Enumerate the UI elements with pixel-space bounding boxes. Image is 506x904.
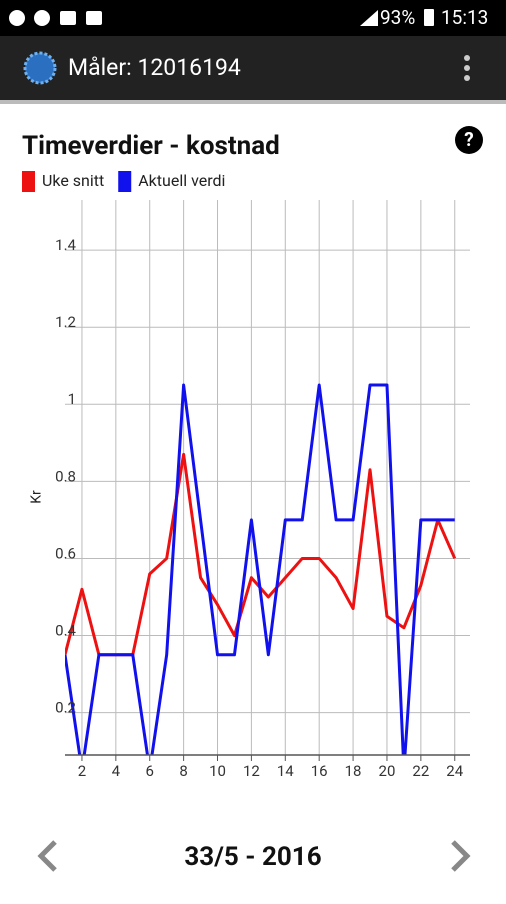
x-tick-label: 24	[446, 762, 463, 780]
plot	[65, 383, 457, 755]
clock: 15:13	[441, 6, 488, 29]
legend-swatch	[22, 171, 35, 192]
overflow-menu[interactable]	[464, 55, 470, 81]
legend-label: Aktuell verdi	[138, 171, 225, 190]
x-tick-label: 4	[112, 762, 121, 780]
icon	[60, 11, 76, 25]
next-button[interactable]	[451, 840, 471, 872]
x-tick-label: 16	[311, 762, 328, 780]
y-tick-label: 0.4	[55, 621, 76, 639]
x-tick-label: 12	[243, 762, 260, 780]
x-tick-label: 20	[379, 762, 396, 780]
legend-label: Uke snitt	[42, 171, 104, 190]
x-tick-label: 6	[146, 762, 154, 780]
battery-text: 93%	[380, 6, 415, 29]
grid	[65, 200, 470, 755]
ticks: 0.20.40.60.811.21.42 4 6 8 10 12 14 16 18 20 22 24	[55, 236, 464, 780]
chart-title: Timeverdier - kostnad	[22, 131, 280, 161]
prev-button[interactable]	[37, 840, 57, 872]
y-tick-label: 0.2	[55, 699, 76, 717]
dot	[464, 75, 470, 81]
status-bar	[0, 0, 506, 36]
status-icons	[9, 9, 434, 26]
x-tick-label: 14	[277, 762, 294, 780]
y-tick-label: 1	[68, 390, 76, 408]
y-tick-label: 0.8	[55, 467, 76, 485]
app-title: Måler: 12016194	[68, 54, 241, 81]
legend-swatch	[118, 171, 132, 192]
x-tick-label: 2	[78, 762, 86, 780]
legend: Uke snitt Aktuell verdi	[22, 171, 225, 192]
icon	[34, 10, 50, 26]
icon	[86, 11, 102, 25]
help-icon: ?	[464, 128, 473, 151]
y-tick-label: 0.6	[55, 544, 76, 562]
dot	[464, 65, 470, 71]
battery-icon	[424, 9, 434, 26]
x-tick-label: 18	[345, 762, 362, 780]
period-label: 33/5 - 2016	[184, 842, 321, 872]
icon	[9, 10, 25, 26]
app-bar-shadow	[0, 100, 506, 104]
help-circle	[455, 126, 483, 154]
x-tick-label: 10	[209, 762, 226, 780]
help-button[interactable]: ?	[455, 126, 483, 154]
dot	[464, 55, 470, 61]
y-tick-label: 1.4	[55, 236, 76, 254]
signal-icon	[360, 10, 378, 26]
x-tick-label: 22	[412, 762, 429, 780]
y-axis-label: Kr	[29, 490, 45, 504]
app-bar	[0, 36, 506, 100]
y-tick-label: 1.2	[55, 313, 76, 331]
series-line	[65, 383, 455, 755]
app-logo	[23, 51, 57, 85]
x-tick-label: 8	[179, 762, 187, 780]
